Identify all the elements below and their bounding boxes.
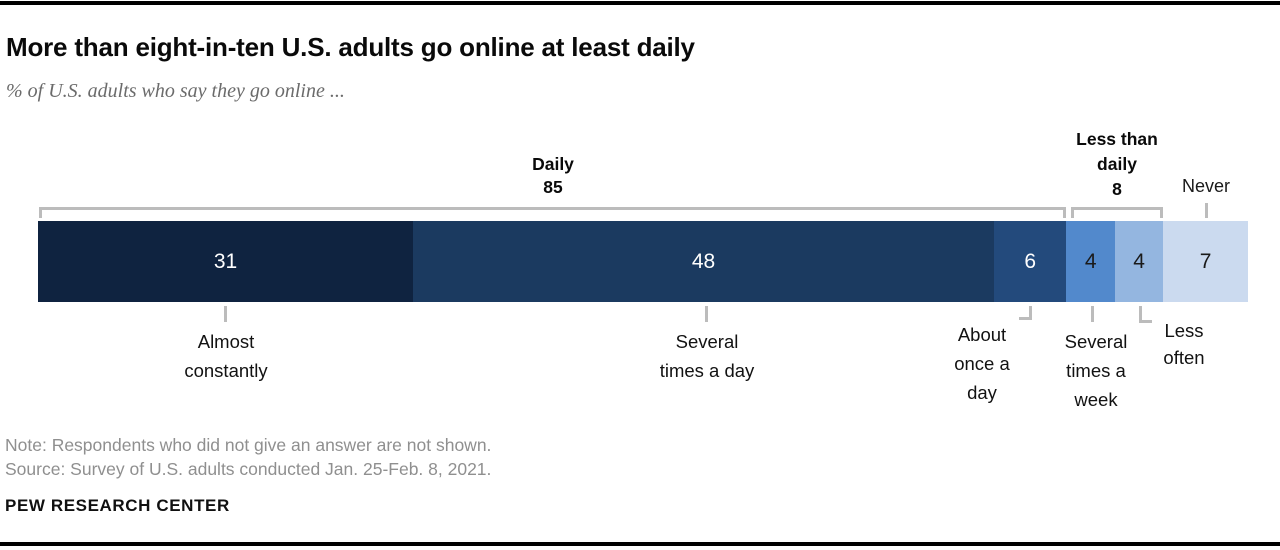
connector-several-times-a-day	[705, 306, 708, 322]
group-ltd-text-line2: daily	[1097, 154, 1137, 174]
top-rule	[0, 1, 1280, 5]
bar-segment-several-times-a-day: 48	[413, 221, 994, 302]
chart-subtitle: % of U.S. adults who say they go online …	[6, 80, 345, 102]
source-line: Source: Survey of U.S. adults conducted …	[5, 458, 492, 479]
caption-several-times-a-week: Several times a week	[1065, 327, 1128, 414]
bottom-rule	[0, 542, 1280, 546]
daily-bracket	[39, 207, 1066, 218]
never-tick-line	[1205, 203, 1208, 218]
caption-line: day	[967, 382, 997, 403]
bar-segment-several-times-a-week: 4	[1066, 221, 1115, 302]
connector-less-often	[1139, 306, 1152, 323]
segment-value-label: 6	[1024, 249, 1037, 273]
group-label-never: Never	[1182, 176, 1230, 197]
connector-several-times-a-week	[1091, 306, 1094, 322]
note-line: Note: Respondents who did not give an an…	[5, 435, 492, 455]
caption-line: week	[1074, 389, 1118, 410]
caption-almost-constantly: Almost constantly	[184, 327, 267, 385]
group-ltd-text-line1: Less than	[1076, 129, 1158, 149]
caption-line: once a	[954, 353, 1010, 374]
segment-value-label: 31	[213, 249, 238, 273]
caption-line: Several	[1064, 331, 1128, 352]
bar-segment-never: 7	[1163, 221, 1248, 302]
bar-segment-almost-constantly: 31	[38, 221, 414, 302]
segment-value-label: 48	[691, 249, 716, 273]
caption-line: times a	[1066, 360, 1126, 381]
segment-value-label: 4	[1133, 249, 1145, 273]
pew-research-center-wordmark: PEW RESEARCH CENTER	[5, 496, 230, 515]
chart-title: More than eight-in-ten U.S. adults go on…	[6, 32, 695, 62]
group-label-less-than-daily: Less than daily 8	[1076, 127, 1158, 202]
caption-line: Almost	[197, 331, 255, 352]
caption-line: About	[957, 324, 1007, 345]
footnote-block: Note: Respondents who did not give an an…	[5, 434, 491, 481]
less-than-daily-bracket	[1071, 207, 1163, 218]
group-never-text: Never	[1181, 176, 1231, 196]
caption-less-often: Less often	[1163, 317, 1204, 371]
caption-line: Less	[1164, 320, 1204, 341]
caption-line: constantly	[184, 360, 268, 381]
caption-several-times-a-day: Several times a day	[660, 327, 755, 385]
bar-segment-about-once-a-day: 6	[993, 221, 1067, 302]
connector-almost-constantly	[224, 306, 227, 322]
group-daily-value: 85	[543, 177, 563, 197]
caption-line: Several	[675, 331, 739, 352]
caption-about-once-a-day: About once a day	[954, 320, 1010, 407]
group-label-daily: Daily 85	[532, 153, 574, 199]
connector-about-once-a-day	[1019, 306, 1032, 320]
group-ltd-value: 8	[1112, 179, 1122, 199]
caption-line: times a day	[659, 360, 755, 381]
caption-line: often	[1163, 347, 1205, 368]
group-daily-text: Daily	[532, 154, 574, 174]
segment-value-label: 7	[1199, 249, 1212, 273]
bar-segment-less-often: 4	[1114, 221, 1164, 302]
segment-value-label: 4	[1084, 249, 1097, 273]
stacked-bar: 31 48 6 4 4 7	[38, 221, 1248, 302]
